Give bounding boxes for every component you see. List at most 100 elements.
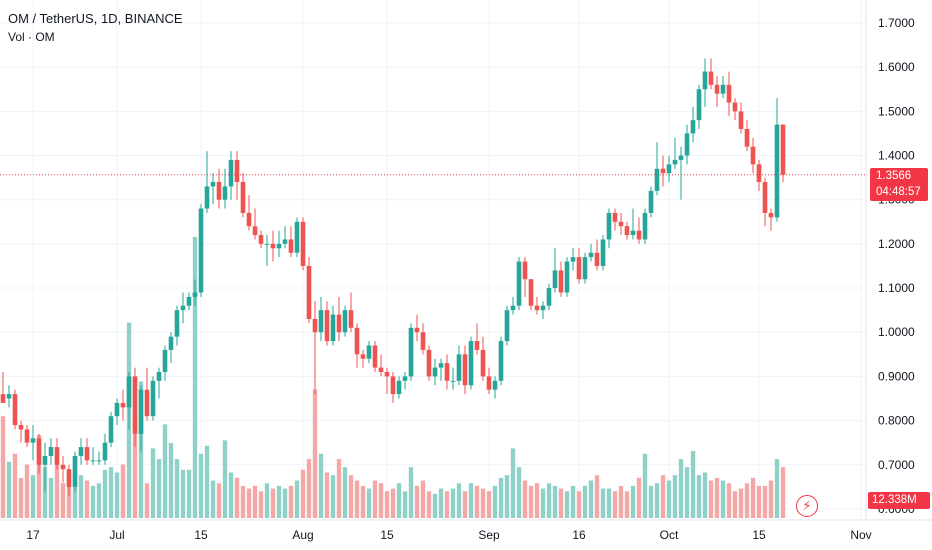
time-tick-label-3: Aug xyxy=(292,528,313,542)
time-tick-label-7: Oct xyxy=(660,528,679,542)
volume-bar-6 xyxy=(36,435,42,518)
candle-52 xyxy=(312,301,318,395)
volume-bar-107 xyxy=(642,453,648,518)
volume-bar-109 xyxy=(654,483,660,518)
volume-bar-12 xyxy=(72,467,78,518)
volume-bar-1 xyxy=(6,461,12,518)
volume-bar-47 xyxy=(282,488,288,518)
candle-95 xyxy=(570,248,576,271)
candle-53 xyxy=(318,296,324,342)
volume-bar-34 xyxy=(204,445,210,518)
candle-23 xyxy=(138,385,144,452)
volume-bar-67 xyxy=(402,491,408,518)
flash-icon[interactable]: ⚡ xyxy=(796,495,818,517)
candle-80 xyxy=(480,336,486,381)
volume-bar-120 xyxy=(720,480,726,518)
candle-33 xyxy=(198,204,204,297)
candle-122 xyxy=(732,98,738,121)
candle-57 xyxy=(342,305,348,337)
candle-82 xyxy=(492,376,498,399)
candle-28 xyxy=(168,332,174,364)
candle-88 xyxy=(528,279,534,311)
candle-3 xyxy=(18,420,24,443)
last-price-value: 1.3566 xyxy=(876,169,912,182)
volume-bar-39 xyxy=(234,477,240,518)
candle-113 xyxy=(678,146,684,200)
volume-bar-115 xyxy=(690,451,696,518)
volume-bar-16 xyxy=(96,483,102,518)
volume-bar-66 xyxy=(396,483,402,518)
volume-bar-22 xyxy=(132,416,138,518)
candle-49 xyxy=(294,217,300,258)
volume-bar-96 xyxy=(576,491,582,518)
volume-bar-116 xyxy=(696,475,702,518)
candle-107 xyxy=(642,208,648,244)
candle-112 xyxy=(672,137,678,169)
volume-bar-93 xyxy=(558,488,564,518)
candle-74 xyxy=(444,354,450,390)
candle-34 xyxy=(204,151,210,213)
candle-19 xyxy=(114,398,120,426)
candle-61 xyxy=(366,341,372,364)
candle-127 xyxy=(762,177,768,227)
candle-104 xyxy=(624,221,630,240)
candle-90 xyxy=(540,301,546,319)
candle-81 xyxy=(486,367,492,395)
volume-bar-36 xyxy=(216,483,222,518)
volume-bar-56 xyxy=(336,459,342,518)
volume-bar-102 xyxy=(612,491,618,518)
volume-bar-20 xyxy=(120,464,126,518)
volume-bar-14 xyxy=(84,480,90,518)
volume-bar-97 xyxy=(582,485,588,518)
volume-bar-42 xyxy=(252,485,258,518)
candle-106 xyxy=(636,217,642,244)
volume-bar-86 xyxy=(516,467,522,518)
volume-bar-72 xyxy=(432,493,438,518)
candle-17 xyxy=(102,433,108,465)
volume-bar-119 xyxy=(714,477,720,518)
price-axis[interactable]: 0.60000.70000.80000.90001.00001.10001.20… xyxy=(878,16,915,516)
candle-4 xyxy=(24,425,30,448)
candle-50 xyxy=(300,217,306,271)
time-tick-label-9: Nov xyxy=(850,528,871,542)
volume-bar-44 xyxy=(264,483,270,518)
candle-68 xyxy=(408,323,414,381)
volume-bar-62 xyxy=(372,480,378,518)
volume-bar-73 xyxy=(438,488,444,518)
candle-111 xyxy=(666,155,672,183)
volume-bar-54 xyxy=(324,472,330,518)
volume-bar-117 xyxy=(702,472,708,518)
price-tick-label-11: 1.7000 xyxy=(878,16,915,30)
volume-bar-2 xyxy=(12,453,18,518)
volume-bar-59 xyxy=(354,480,360,518)
candle-110 xyxy=(660,155,666,187)
candle-43 xyxy=(258,230,264,249)
candle-105 xyxy=(630,208,636,240)
volume-legend[interactable]: Vol · OM xyxy=(8,30,55,44)
volume-bar-27 xyxy=(162,424,168,518)
candle-44 xyxy=(264,235,270,266)
volume-bar-61 xyxy=(366,488,372,518)
volume-bar-52 xyxy=(312,389,318,518)
candle-40 xyxy=(240,173,246,218)
candle-9 xyxy=(54,438,60,470)
volume-bar-0 xyxy=(0,416,6,518)
candle-128 xyxy=(768,208,774,231)
last-price-tag: 1.3566 04:48:57 xyxy=(870,167,928,201)
symbol-title[interactable]: OM / TetherUS, 1D, BINANCE xyxy=(8,11,183,26)
time-axis[interactable]: 17 Jul 15 Aug 15 Sep 16 Oct 15 Nov xyxy=(26,528,871,542)
volume-bar-24 xyxy=(144,483,150,518)
volume-bar-79 xyxy=(474,485,480,518)
candle-60 xyxy=(360,349,366,368)
candle-51 xyxy=(306,257,312,324)
candle-114 xyxy=(684,124,690,165)
candle-26 xyxy=(156,367,162,399)
candle-117 xyxy=(702,58,708,107)
volume-bar-76 xyxy=(456,483,462,518)
volume-bar-124 xyxy=(744,483,750,518)
candle-65 xyxy=(390,371,396,403)
volume-bar-94 xyxy=(564,491,570,518)
candle-94 xyxy=(564,257,570,297)
volume-bar-35 xyxy=(210,480,216,518)
